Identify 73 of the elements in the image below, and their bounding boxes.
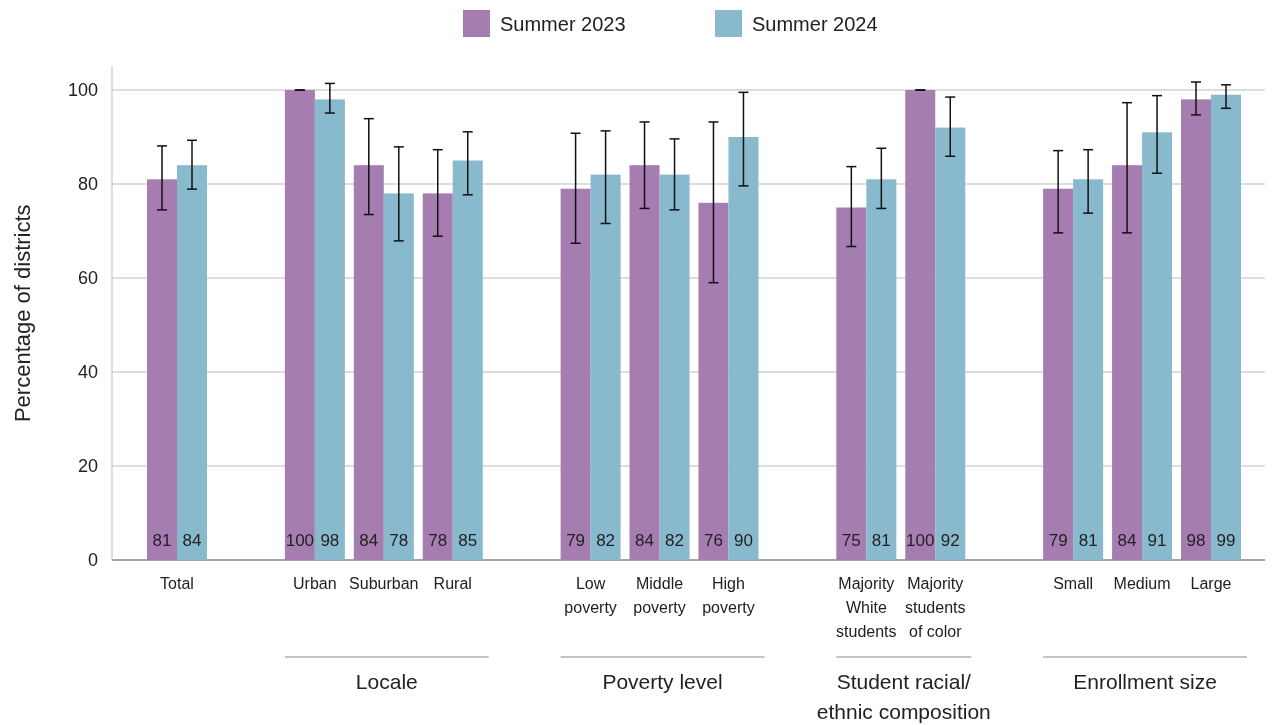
data-label: 81: [152, 531, 172, 550]
bar: [147, 179, 177, 560]
bar: [422, 193, 453, 560]
bar: [452, 160, 483, 560]
bar: [629, 165, 660, 560]
x-tick-label: Low poverty: [564, 575, 617, 616]
text: Locale: [355, 670, 418, 693]
data-label: 82: [665, 531, 684, 550]
data-label: 98: [1186, 531, 1206, 550]
text: Poverty level: [602, 670, 723, 693]
data-label: 100: [906, 531, 935, 550]
bar: [698, 202, 729, 560]
bar: [935, 127, 966, 560]
text: Enrollment size: [1073, 670, 1217, 693]
y-tick-label: 60: [77, 268, 98, 288]
bar: [1112, 165, 1143, 560]
x-tick-label: Suburban: [349, 575, 419, 592]
data-label: 92: [940, 531, 960, 550]
y-tick-label: 20: [77, 456, 98, 476]
data-label: 84: [182, 531, 202, 550]
x-tick-label: Medium: [1113, 575, 1171, 592]
data-label: 82: [596, 531, 616, 550]
bar: [1181, 99, 1211, 560]
data-label: 91: [1147, 531, 1167, 550]
data-label: 75: [841, 531, 861, 550]
x-tick-label: Urban: [293, 575, 337, 592]
x-tick-label: Middle poverty: [633, 575, 686, 616]
data-label: 90: [734, 531, 753, 550]
bar: [659, 174, 690, 560]
text: Student racial/ ethnic composition: [816, 670, 991, 723]
data-label: 78: [428, 531, 448, 550]
bar: [284, 90, 315, 560]
y-tick-label: 100: [67, 80, 98, 100]
bar: [177, 165, 207, 560]
y-axis-title: Percentage of districts: [10, 204, 35, 423]
data-label: 99: [1216, 531, 1236, 550]
bar: [728, 137, 759, 560]
x-tick-label: Majority students of color: [905, 575, 966, 640]
bar: [314, 99, 345, 560]
bar: [590, 174, 621, 560]
data-label: 81: [871, 531, 891, 550]
bar: [1073, 179, 1104, 560]
data-label: 84: [359, 531, 379, 550]
data-label: 79: [566, 531, 586, 550]
bar: [1043, 188, 1074, 560]
data-label: 98: [320, 531, 340, 550]
bar: [905, 90, 936, 560]
bar: [836, 207, 867, 560]
bar: [866, 179, 897, 560]
y-tick-label: 0: [87, 550, 98, 570]
y-tick-label: 80: [77, 174, 98, 194]
data-label: 76: [704, 531, 723, 550]
x-tick-label: Majority White students: [836, 575, 897, 640]
legend-label: Summer 2024: [752, 13, 878, 35]
bar: [383, 193, 414, 560]
data-label: 84: [635, 531, 654, 550]
data-label: 85: [458, 531, 478, 550]
data-label: 84: [1117, 531, 1137, 550]
bar: [1142, 132, 1173, 560]
x-tick-label: Rural: [433, 575, 472, 592]
data-label: 100: [285, 531, 315, 550]
bar: [1211, 94, 1241, 560]
x-tick-label: Large: [1190, 575, 1232, 592]
x-tick-label: Total: [160, 575, 194, 592]
bar: [560, 188, 591, 560]
y-tick-label: 40: [77, 362, 98, 382]
data-label: 81: [1078, 531, 1098, 550]
data-label: 78: [389, 531, 409, 550]
legend-label: Summer 2023: [500, 13, 626, 35]
x-tick-label: High poverty: [702, 575, 755, 616]
bar: [353, 165, 384, 560]
data-label: 79: [1048, 531, 1068, 550]
x-tick-label: Small: [1053, 575, 1094, 592]
